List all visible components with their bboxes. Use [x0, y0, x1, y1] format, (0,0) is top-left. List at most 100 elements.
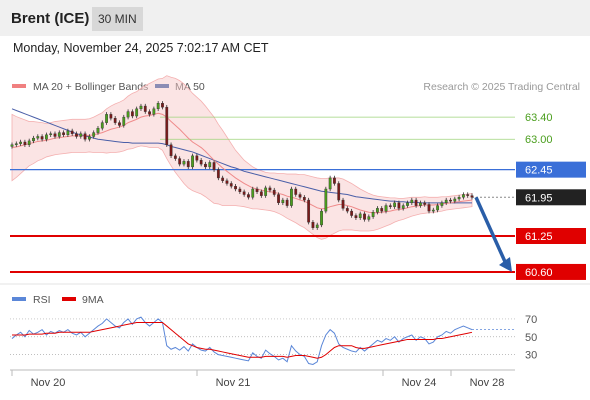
level-badge-60.60 — [516, 263, 586, 280]
x-tick-label: Nov 24 — [402, 377, 437, 389]
candle-body — [393, 202, 396, 207]
candle-body — [161, 103, 164, 108]
candle-body — [302, 197, 306, 201]
candle-body — [423, 202, 427, 205]
candle-body — [186, 161, 190, 168]
candle-body — [178, 158, 182, 165]
level-badge-61.25 — [516, 228, 586, 244]
candle-body — [100, 122, 104, 129]
candle-body — [66, 130, 70, 136]
candle-body — [152, 108, 156, 115]
candle-body — [307, 199, 311, 223]
candle-body — [290, 188, 293, 206]
candle-body — [27, 140, 31, 145]
candle-body — [139, 105, 143, 110]
candle-body — [156, 103, 160, 110]
candle-body — [466, 194, 470, 196]
timeframe-button[interactable]: 30 MIN — [92, 7, 143, 31]
candle-body — [113, 118, 117, 123]
rsi-9ma-line — [12, 321, 473, 359]
candle-body — [57, 132, 61, 137]
candle-body — [36, 136, 40, 139]
candle-body — [272, 189, 276, 195]
candle-body — [79, 133, 83, 137]
candle-body — [397, 202, 401, 209]
x-tick-label: Nov 20 — [31, 377, 66, 389]
candle-body — [427, 204, 431, 212]
legend-label-rsi: RSI — [33, 294, 51, 306]
candle-body — [40, 136, 44, 140]
candle-body — [212, 162, 216, 170]
candle-body — [294, 188, 298, 195]
candle-body — [53, 133, 57, 137]
candle-body — [49, 133, 53, 136]
candle-body — [388, 205, 392, 207]
candle-body — [285, 199, 289, 206]
candle-body — [324, 188, 328, 212]
legend-swatch-ma20 — [12, 84, 26, 88]
forecast-arrow-head — [499, 256, 512, 272]
rsi-tick-30: 30 — [525, 350, 537, 362]
x-tick-label: Nov 28 — [470, 377, 505, 389]
candle-body — [320, 210, 323, 226]
candle-body — [277, 194, 280, 204]
candle-body — [376, 208, 379, 213]
candle-body — [10, 144, 14, 147]
candle-body — [384, 205, 388, 212]
candle-body — [470, 195, 474, 198]
candle-body — [350, 210, 354, 216]
candle-body — [32, 137, 35, 142]
candle-body — [83, 133, 87, 140]
timestamp: Monday, November 24, 2025 7:02:17 AM CET — [13, 41, 269, 55]
candle-body — [358, 213, 362, 218]
candle-body — [431, 209, 435, 212]
candle-body — [440, 202, 444, 206]
rsi-tick-50: 50 — [525, 332, 537, 344]
candle-body — [354, 215, 358, 218]
instrument-title: Brent (ICE) — [11, 10, 90, 27]
candle-body — [126, 111, 130, 118]
candle-body — [204, 163, 207, 168]
level-badge-61.95 — [516, 189, 586, 206]
candle-body — [195, 155, 199, 161]
candle-body — [298, 194, 302, 198]
forecast-arrow-shaft — [474, 196, 508, 265]
credit-text: Research © 2025 Trading Central — [423, 81, 580, 93]
candle-body — [363, 213, 366, 220]
candle-body — [221, 177, 225, 181]
candle-body — [281, 199, 285, 204]
candle-body — [216, 169, 220, 179]
candle-body — [62, 132, 65, 136]
candle-body — [88, 136, 91, 140]
candle-body — [453, 198, 457, 202]
candle-body — [238, 188, 242, 192]
candle-body — [462, 194, 465, 198]
level-label-62.45: 62.45 — [525, 165, 553, 177]
candle-body — [70, 130, 74, 134]
candle-body — [419, 202, 422, 206]
level-badge-62.45 — [516, 161, 586, 178]
candle-body — [251, 188, 255, 198]
price-levels — [10, 116, 515, 273]
rsi-tick-70: 70 — [525, 314, 537, 326]
candle-body — [449, 199, 452, 202]
level-labels: 63.40 63.00 62.45 61.95 61.25 60.60 — [516, 112, 586, 280]
candle-body — [371, 212, 375, 217]
candle-body — [19, 141, 22, 144]
candle-body — [457, 197, 461, 200]
rsi-line — [11, 316, 473, 365]
candle-body — [14, 143, 18, 145]
x-tick-label: Nov 21 — [216, 377, 251, 389]
candle-body — [75, 133, 78, 137]
candle-body — [259, 191, 263, 196]
header-bar: Brent (ICE) 30 MIN — [0, 0, 590, 36]
candle-body — [182, 161, 186, 165]
candle-body — [191, 155, 194, 168]
candle-body — [436, 205, 439, 211]
candle-body — [118, 122, 121, 126]
candle-body — [337, 183, 341, 201]
rsi-legend: RSI 9MA — [12, 294, 104, 306]
candle-body — [242, 191, 246, 195]
forecast-arrow — [474, 196, 512, 272]
rsi-panel — [10, 316, 515, 365]
